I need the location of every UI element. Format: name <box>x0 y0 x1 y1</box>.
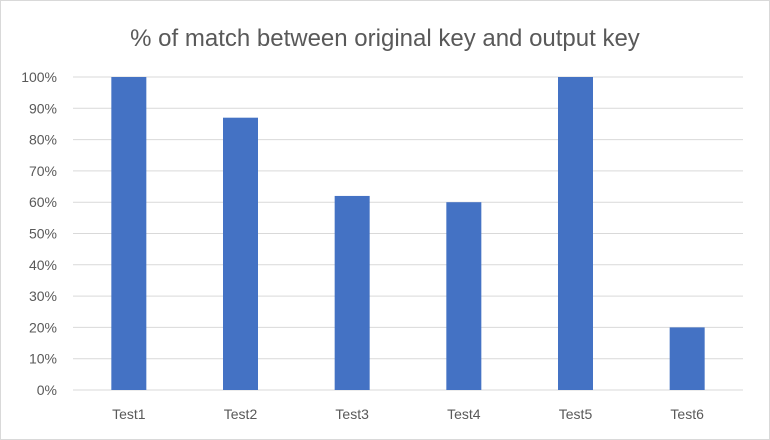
bar-test5 <box>558 77 593 390</box>
chart-title: % of match between original key and outp… <box>130 25 640 52</box>
y-tick-label: 30% <box>29 288 57 304</box>
y-tick-label: 70% <box>29 163 57 179</box>
y-tick-label: 90% <box>29 100 57 116</box>
gridlines <box>73 76 743 391</box>
y-tick-label: 50% <box>29 226 57 242</box>
y-tick-label: 80% <box>29 132 57 148</box>
x-tick-label: Test5 <box>559 406 593 422</box>
bar-test6 <box>669 327 705 390</box>
y-tick-label: 20% <box>29 319 57 335</box>
bar-test1 <box>111 77 147 390</box>
x-tick-label: Test2 <box>224 406 258 422</box>
y-tick-label: 10% <box>29 351 57 367</box>
y-axis-tick-labels: 0% 10% 20% 30% 40% 50% 60% 70% 80% 90% 100% <box>21 69 57 398</box>
bar-test3 <box>334 195 370 390</box>
bar-test4 <box>446 202 482 390</box>
bar-test2 <box>223 117 258 390</box>
y-tick-label: 0% <box>37 382 57 398</box>
y-tick-label: 100% <box>21 69 57 85</box>
x-axis-tick-labels: Test1 Test2 Test3 Test4 Test5 Test6 <box>112 406 704 422</box>
x-tick-label: Test4 <box>447 406 481 422</box>
x-tick-label: Test6 <box>670 406 704 422</box>
x-tick-label: Test1 <box>112 406 146 422</box>
x-tick-label: Test3 <box>335 406 369 422</box>
y-tick-label: 40% <box>29 257 57 273</box>
y-tick-label: 60% <box>29 194 57 210</box>
bar-series <box>111 77 705 390</box>
